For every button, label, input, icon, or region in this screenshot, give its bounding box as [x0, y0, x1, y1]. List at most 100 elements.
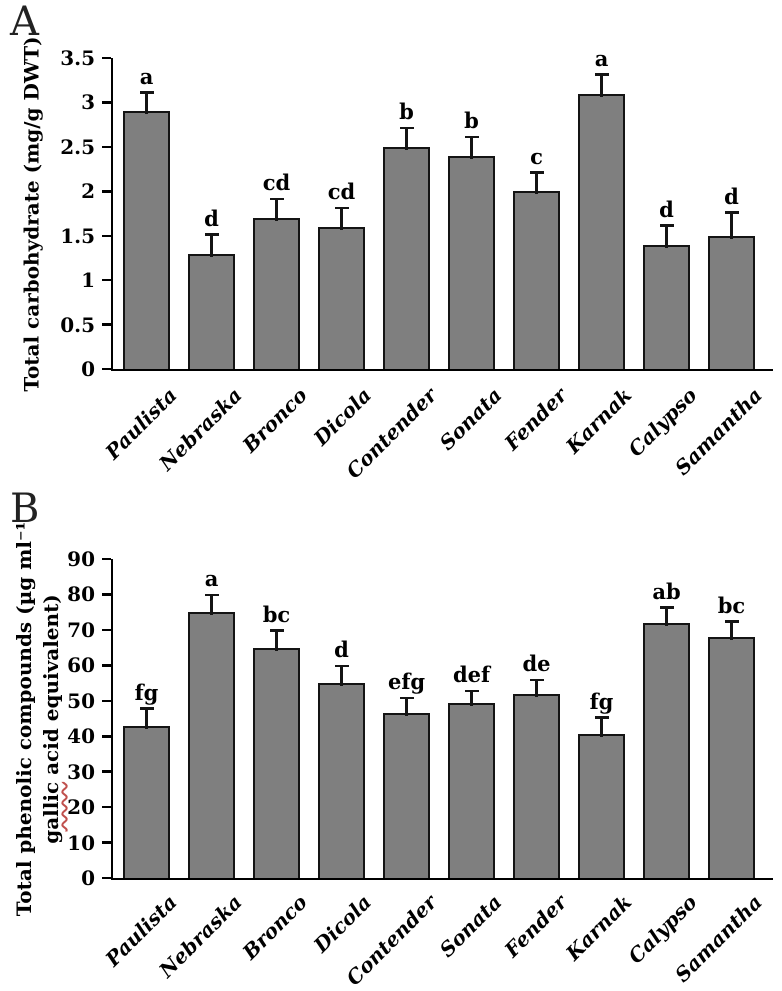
sig-letter-karnak: fg: [589, 688, 614, 714]
error-bar-calypso: [665, 226, 668, 248]
bar-calypso: [643, 244, 690, 369]
sig-letter-sonata: b: [464, 107, 479, 133]
y-tick: [102, 278, 111, 282]
y-tick-label: 60: [67, 653, 95, 678]
plot-area-b: 0 10 20 30 40 50 60 70 80 90 fg a bc d efg def de fg ab bc: [67, 547, 773, 890]
error-bar-sonata: [470, 137, 473, 159]
bar-paulista: [123, 111, 170, 369]
plot-area-a: 0 0.5 1 1.5 2 2.5 3 3.5 a d cd cd b b c a d d: [60, 46, 773, 381]
y-tick-label: 0: [81, 357, 95, 381]
sig-letter-karnak: a: [594, 45, 609, 71]
y-tick: [102, 145, 111, 149]
x-axis-labels-b: Paulista Nebraska Bronco Dicola Contender Son…: [100, 882, 773, 991]
bar-nebraska: [188, 253, 235, 369]
sig-letter-bronco: cd: [262, 170, 291, 196]
y-tick: [102, 735, 111, 738]
bar-nebraska: [188, 612, 235, 878]
bar-karnak: [578, 93, 625, 369]
error-bar-nebraska: [210, 235, 213, 257]
error-bar-cap-fender: [529, 171, 544, 174]
error-bar-cap-nebraska: [204, 233, 219, 236]
error-bar-cap-contender: [399, 696, 414, 700]
y-tick-label: 1: [81, 268, 95, 293]
error-bar-sonata: [470, 691, 473, 706]
error-bar-cap-paulista: [139, 91, 154, 94]
y-tick: [102, 593, 111, 596]
bar-bronco: [253, 217, 300, 369]
sig-letter-calypso: d: [659, 196, 674, 222]
sig-letter-paulista: a: [139, 63, 154, 89]
error-bar-cap-paulista: [139, 707, 154, 710]
y-axis-label-b-line1: Total phenolic compounds (µg ml⁻¹: [12, 521, 36, 917]
x-label-bronco: Bronco: [237, 383, 312, 458]
error-bar-cap-karnak: [594, 73, 609, 76]
error-bar-cap-contender: [399, 126, 414, 130]
sig-letter-calypso: ab: [652, 578, 681, 604]
y-tick: [102, 56, 111, 60]
y-tick-label: 50: [67, 688, 95, 713]
panel-b: B Total phenolic compounds (µg ml⁻¹ gall…: [0, 487, 782, 991]
bar-calypso: [643, 622, 690, 878]
bar-samantha: [708, 636, 755, 878]
error-bar-paulista: [145, 709, 148, 729]
y-tick: [102, 628, 111, 632]
error-bar-karnak: [600, 75, 603, 97]
sig-letter-contender: b: [399, 99, 414, 125]
y-tick-label: 3.5: [60, 46, 95, 70]
error-bar-nebraska: [210, 596, 213, 616]
panel-a-label: A: [10, 0, 39, 45]
bar-paulista: [123, 725, 170, 878]
sig-letter-fender: c: [530, 143, 543, 169]
x-label-sonata: Sonata: [434, 890, 507, 962]
sig-letter-nebraska: a: [204, 566, 219, 592]
bar-contender: [383, 713, 430, 878]
y-tick: [102, 557, 111, 561]
error-bar-fender: [535, 681, 538, 697]
y-tick: [102, 323, 111, 326]
y-tick-label: 3: [81, 90, 95, 115]
sig-letter-bronco: bc: [262, 601, 291, 627]
error-bar-cap-calypso: [659, 606, 674, 609]
error-bar-karnak: [600, 718, 603, 738]
y-tick-label: 2: [81, 179, 95, 204]
error-bar-cap-sonata: [464, 135, 479, 138]
x-label-fender: Fender: [499, 383, 572, 455]
y-tick-label: 70: [67, 617, 95, 642]
bar-dicola: [318, 683, 365, 878]
y-tick-label: 1.5: [60, 223, 95, 248]
sig-letter-sonata: def: [452, 661, 491, 687]
sig-letter-dicola: cd: [327, 179, 356, 205]
error-bar-cap-dicola: [334, 664, 349, 668]
y-tick-label: 80: [67, 582, 95, 607]
error-bar-fender: [535, 173, 538, 195]
y-tick: [102, 805, 111, 809]
bar-dicola: [318, 226, 365, 369]
y-tick-label: 0.5: [60, 312, 95, 337]
bar-bronco: [253, 647, 300, 878]
error-bar-cap-sonata: [464, 689, 479, 692]
error-bar-cap-nebraska: [204, 593, 219, 597]
y-tick: [102, 770, 111, 773]
bar-contender: [383, 146, 430, 369]
error-bar-cap-samantha: [724, 620, 739, 623]
bar-fender: [513, 191, 560, 369]
error-bar-bronco: [275, 631, 278, 651]
y-tick-label: 0: [81, 866, 95, 890]
x-axis-labels-a: Paulista Nebraska Bronco Dicola Contender Son…: [100, 375, 773, 487]
error-bar-cap-fender: [529, 678, 544, 682]
y-tick: [102, 664, 111, 667]
x-label-bronco: Bronco: [237, 890, 312, 965]
sig-letter-paulista: fg: [134, 679, 159, 705]
y-tick: [102, 190, 111, 193]
error-bar-bronco: [275, 200, 278, 221]
x-label-sonata: Sonata: [434, 383, 507, 455]
bar-karnak: [578, 734, 625, 878]
error-bar-cap-bronco: [269, 629, 284, 632]
y-tick: [102, 699, 111, 703]
error-bar-calypso: [665, 608, 668, 626]
error-bar-samantha: [730, 622, 733, 640]
error-bar-dicola: [340, 209, 343, 230]
error-bar-cap-samantha: [724, 211, 739, 214]
y-tick: [102, 234, 111, 237]
error-bar-contender: [405, 699, 408, 717]
